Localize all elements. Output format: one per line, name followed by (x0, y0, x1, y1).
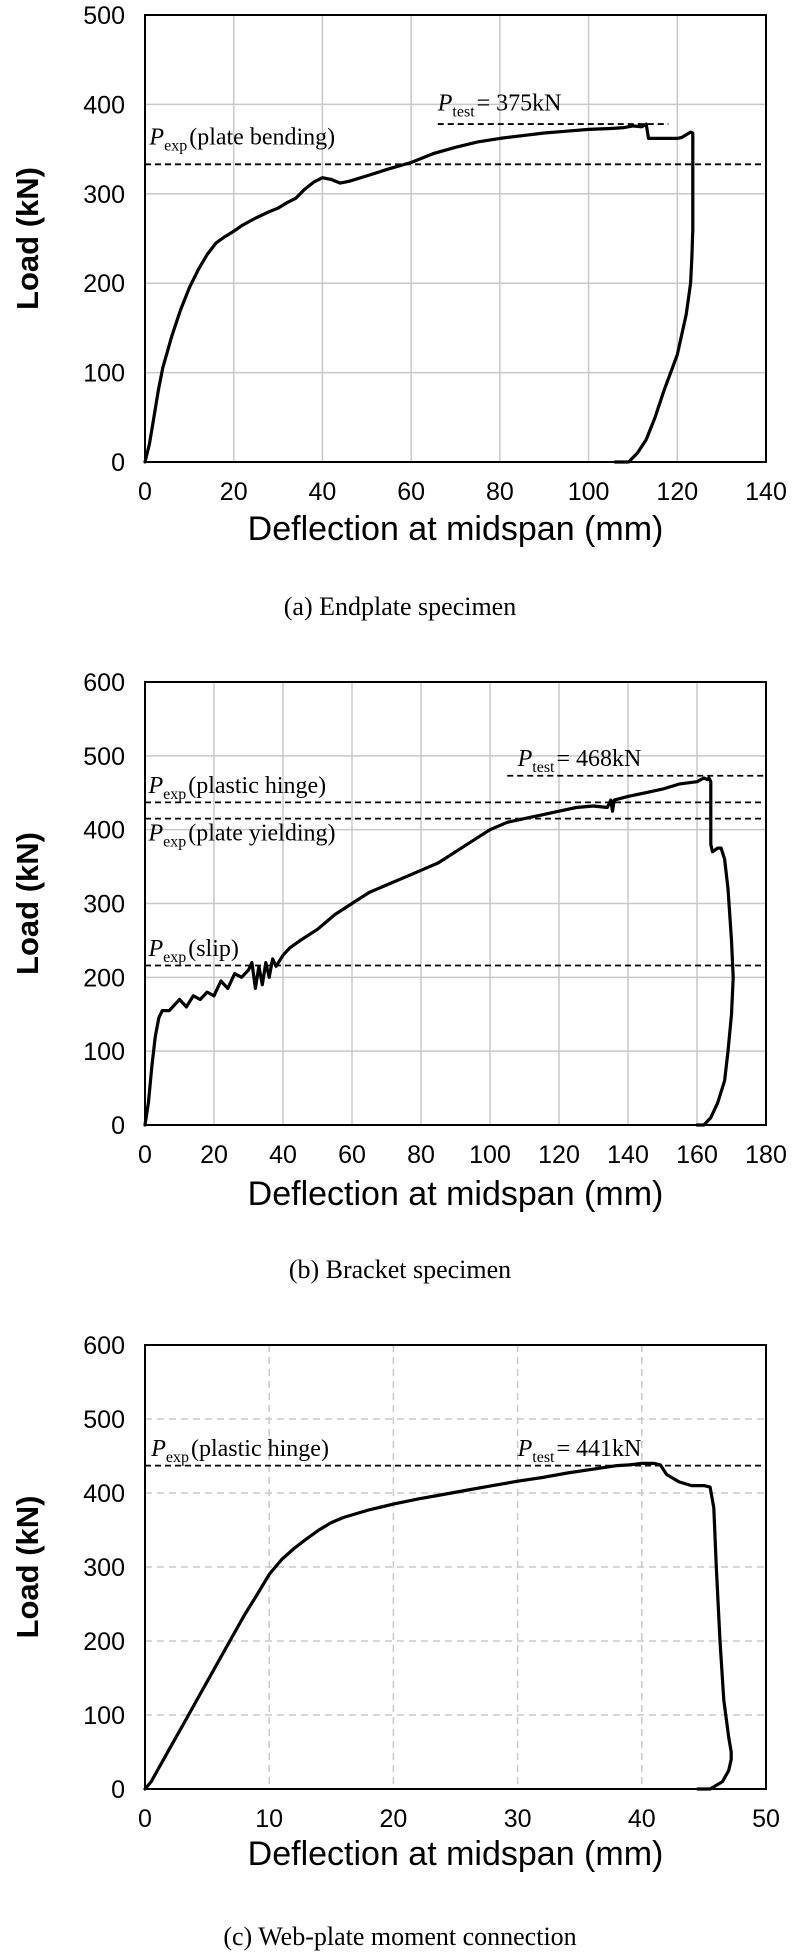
x-tick-label: 40 (309, 478, 337, 506)
y-tick-label: 200 (83, 1628, 125, 1656)
x-tick-label: 60 (397, 478, 425, 506)
x-tick-label: 60 (338, 1141, 366, 1169)
x-tick-label: 80 (407, 1141, 435, 1169)
series-line (143, 776, 735, 1127)
annotation-label: Ptest= 441kN (517, 1436, 642, 1466)
series-line (143, 1461, 733, 1791)
y-tick-label: 400 (83, 1480, 125, 1508)
y-tick-label: 0 (111, 1776, 125, 1804)
plot-area-frame (144, 14, 767, 463)
x-tick-label: 20 (379, 1805, 407, 1833)
y-tick-label: 600 (83, 669, 125, 697)
y-tick-label: 100 (83, 1702, 125, 1730)
plot-area-frame (144, 681, 767, 1126)
y-tick-label: 500 (83, 743, 125, 771)
x-tick-label: 100 (568, 478, 610, 506)
y-tick-label: 500 (83, 2, 125, 30)
y-axis-title: Load (kN) (10, 1496, 45, 1639)
y-tick-label: 500 (83, 1406, 125, 1434)
x-tick-label: 0 (138, 478, 152, 506)
x-tick-label: 180 (745, 1141, 787, 1169)
x-tick-label: 50 (752, 1805, 780, 1833)
figure-caption: (a) Endplate specimen (284, 592, 516, 621)
figure-caption: (c) Web-plate moment connection (223, 1922, 576, 1951)
plot-area-frame (144, 1344, 767, 1790)
x-tick-label: 140 (607, 1141, 649, 1169)
x-tick-label: 30 (504, 1805, 532, 1833)
annotation-label: Ptest= 468kN (517, 746, 642, 776)
x-tick-label: 20 (200, 1141, 228, 1169)
x-tick-label: 160 (676, 1141, 718, 1169)
x-tick-label: 10 (255, 1805, 283, 1833)
x-axis-title: Deflection at midspan (mm) (248, 510, 664, 548)
x-tick-label: 20 (220, 478, 248, 506)
y-tick-label: 300 (83, 181, 125, 209)
x-tick-label: 100 (469, 1141, 511, 1169)
annotation-label: Pexp(plastic hinge) (150, 1436, 329, 1466)
chart-panel-1: 0 20 40 60 80 100 120 140 0 100 200 300 400 500 Pexp(p… (10, 2, 787, 621)
chart-panel-3: 0 10 20 30 40 500100200300400500600Pexp(plast… (10, 1332, 780, 1951)
y-axis-title: Load (kN) (10, 167, 45, 310)
chart-panel-2: 0 20 40 60 80 100 120 140 160 180 0 100 200 300 400 500… (10, 669, 787, 1284)
y-tick-label: 600 (83, 1332, 125, 1360)
x-tick-label: 140 (745, 478, 787, 506)
x-tick-label: 80 (486, 478, 514, 506)
x-tick-label: 0 (138, 1805, 152, 1833)
annotation-label: Pexp(plastic hinge) (147, 773, 326, 803)
y-tick-label: 100 (83, 360, 125, 388)
y-tick-label: 300 (83, 891, 125, 919)
y-tick-label: 0 (111, 449, 125, 477)
y-tick-label: 200 (83, 270, 125, 298)
annotation-label: Pexp(plate bending) (148, 125, 335, 155)
series-line (143, 122, 695, 464)
x-axis-title: Deflection at midspan (mm) (248, 1175, 664, 1213)
y-tick-label: 300 (83, 1554, 125, 1582)
x-tick-label: 40 (269, 1141, 297, 1169)
x-tick-label: 0 (138, 1141, 152, 1169)
annotation-label: Pexp(plate yielding) (147, 821, 335, 851)
y-tick-label: 200 (83, 964, 125, 992)
annotation-label: Ptest= 375kN (437, 91, 562, 121)
y-axis-title: Load (kN) (10, 832, 45, 975)
y-tick-label: 100 (83, 1038, 125, 1066)
x-tick-label: 40 (628, 1805, 656, 1833)
x-axis-title: Deflection at midspan (mm) (248, 1835, 664, 1873)
y-tick-label: 400 (83, 817, 125, 845)
x-tick-label: 120 (656, 478, 698, 506)
x-tick-label: 120 (538, 1141, 580, 1169)
annotation-label: Pexp(slip) (147, 936, 238, 966)
figure-caption: (b) Bracket specimen (289, 1255, 511, 1284)
y-tick-label: 400 (83, 91, 125, 119)
y-tick-label: 0 (111, 1112, 125, 1140)
